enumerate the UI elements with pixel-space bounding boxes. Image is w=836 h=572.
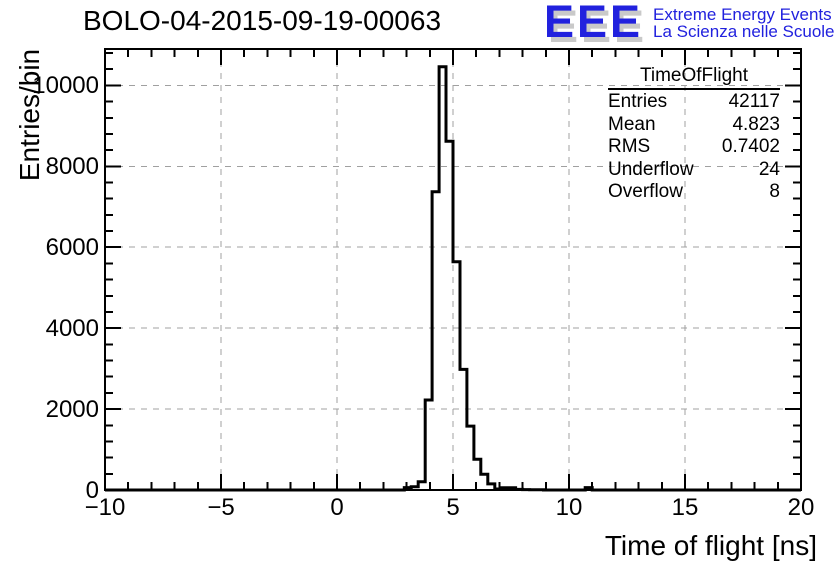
eee-logo-line2: La Scienza nelle Scuole [653, 22, 835, 41]
eee-logo-line1: Extreme Energy Events [653, 5, 832, 24]
stats-row-value: 4.823 [732, 113, 780, 135]
x-tick-label: 15 [671, 494, 699, 521]
stats-row: Underflow 24 [608, 159, 780, 182]
y-tick-label: 8000 [45, 153, 99, 181]
eee-logo-text: Extreme Energy Events La Scienza nelle S… [653, 6, 834, 40]
stats-row: Mean 4.823 [608, 114, 780, 137]
x-tick-label: 10 [555, 494, 583, 521]
stats-box-rows: Entries 42117 Mean 4.823 RMS 0.7402 Underflow 2… [608, 91, 780, 204]
stats-row-value: 42117 [728, 91, 780, 112]
stats-row-label: Entries [608, 91, 668, 112]
x-tick-label: −5 [207, 494, 235, 521]
y-tick-label: 4000 [45, 315, 99, 343]
x-tick-label: 20 [787, 494, 815, 521]
x-tick-label: −10 [84, 494, 126, 521]
x-axis-title: Time of flight [ns] [604, 530, 817, 561]
stats-row-label: RMS [608, 136, 651, 157]
stats-row-label: Mean [608, 113, 656, 135]
x-tick-label: 0 [330, 494, 344, 521]
x-tick-label: 5 [446, 494, 460, 521]
y-tick-label: 10000 [32, 72, 99, 100]
y-tick-label: 0 [85, 477, 99, 504]
stats-box-title: TimeOfFlight [608, 64, 780, 90]
y-tick-label: 6000 [45, 234, 99, 262]
histogram-line [105, 65, 801, 492]
stats-row: Overflow 8 [608, 181, 780, 204]
stats-row-value: 8 [769, 181, 780, 202]
stats-row-value: 24 [758, 158, 780, 180]
stats-row-label: Overflow [608, 181, 683, 202]
eee-logo: EEE Extreme Energy Events La Scienza nel… [544, 0, 835, 47]
plot-title: BOLO-04-2015-09-19-00063 [83, 5, 442, 36]
stats-row-value: 0.7402 [721, 136, 780, 157]
eee-logo-letters: EEE [544, 0, 644, 47]
stats-row: RMS 0.7402 [608, 136, 780, 159]
stats-row: Entries 42117 [608, 91, 780, 114]
y-tick-label: 2000 [45, 396, 99, 424]
stats-box: TimeOfFlight Entries 42117 Mean 4.823 RMS 0.7… [608, 64, 780, 204]
stats-row-label: Underflow [608, 158, 694, 180]
